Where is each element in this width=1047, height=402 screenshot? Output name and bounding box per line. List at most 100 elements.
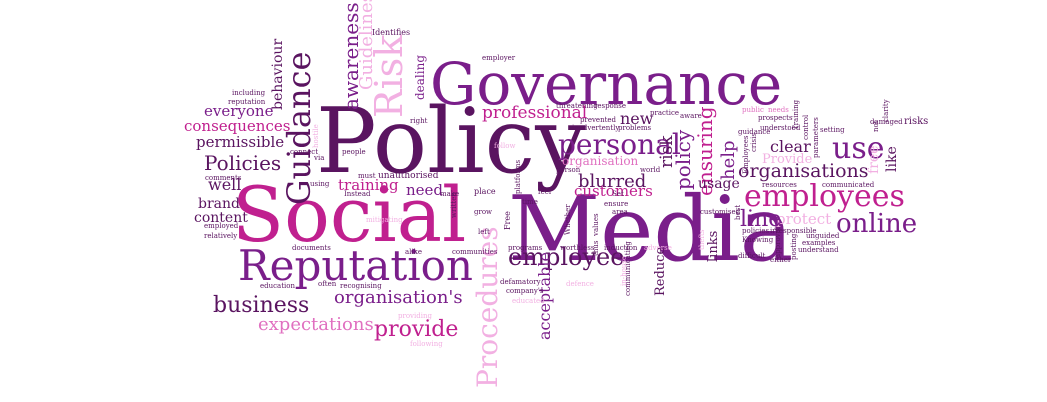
word-including: including: [232, 89, 266, 97]
word-documents: documents: [292, 244, 331, 252]
word-use: use: [832, 131, 884, 166]
word-need: need: [406, 181, 443, 199]
word-response: response: [594, 102, 626, 110]
word-understood: understood: [760, 124, 801, 132]
word-defamatory: defamatory: [500, 278, 541, 286]
word-like: like: [884, 146, 900, 172]
word-irresponsible: irresponsible: [770, 227, 817, 235]
word-examples: examples: [802, 239, 836, 247]
word-parameters: parameters: [812, 117, 820, 158]
word-hostile: hostile: [312, 124, 320, 148]
word-help: help: [718, 140, 739, 180]
word-world: world: [640, 166, 661, 174]
word-place: place: [474, 187, 496, 196]
word-training-cap: Training: [792, 99, 800, 130]
word-best: best: [734, 205, 742, 220]
word-approval: approval: [774, 226, 782, 258]
word-employed: employed: [204, 222, 239, 230]
word-either: either: [770, 256, 792, 264]
word-comments: comments: [205, 174, 242, 182]
word-customers: customers: [574, 182, 653, 200]
word-feel: feel: [538, 188, 552, 196]
word-links: links: [706, 231, 721, 262]
word-clarity: clarity: [882, 99, 890, 122]
word-in-house: in-house: [620, 256, 628, 286]
word-policy-small: policy: [671, 129, 695, 190]
word-values: values: [592, 213, 600, 237]
word-guidelines-cap: Guidelines: [356, 0, 377, 90]
word-crisis: crisis: [750, 133, 758, 152]
word-usage: usage: [698, 176, 740, 192]
word-business: business: [213, 293, 309, 318]
word-make: make: [440, 190, 459, 198]
word-media: Media: [508, 177, 793, 282]
word-training: training: [338, 176, 399, 194]
word-person: person: [556, 166, 581, 174]
word-via: via: [313, 154, 324, 162]
word-relatively: relatively: [204, 232, 237, 240]
word-following: following: [410, 340, 443, 348]
word-time: time: [522, 198, 538, 206]
word-mitigating: mitigating: [366, 216, 403, 224]
word-professional: professional: [482, 103, 587, 123]
word-unauthorised: unauthorised: [378, 171, 439, 181]
word-online: online: [836, 209, 917, 239]
word-set: Set: [612, 190, 624, 198]
word-permissible: permissible: [196, 133, 284, 151]
word-risk: Risk: [367, 34, 411, 118]
word-awareness: awareness: [339, 2, 363, 110]
word-understand: understand: [798, 246, 839, 254]
word-policies-small: policies: [742, 227, 769, 235]
word-not: not: [872, 120, 880, 132]
word-instead: Instead: [344, 190, 371, 198]
word-content: content: [194, 210, 248, 226]
word-free-cap: Free: [503, 211, 512, 230]
word-customised: customised: [700, 208, 741, 216]
word-induction: induction: [604, 244, 638, 252]
word-grow: grow: [474, 208, 492, 216]
word-organisations-apos: organisation's: [334, 287, 463, 308]
word-adverse: adverse: [644, 244, 672, 252]
word-problems: problems: [618, 124, 652, 132]
word-inadvertently: inadvertently: [572, 124, 619, 132]
word-area: area: [612, 208, 628, 216]
word-clear: clear: [770, 137, 811, 156]
word-unguided: unguided: [806, 232, 840, 240]
word-reputation-small: reputation: [228, 98, 266, 106]
word-follow: follow: [494, 142, 516, 150]
word-left: left: [478, 228, 490, 236]
word-well: well: [208, 175, 241, 194]
word-public: public: [742, 106, 764, 114]
word-practice: practice: [650, 109, 679, 117]
word-threatening: threatening: [556, 102, 598, 110]
word-control: control: [802, 114, 810, 140]
word-organisation: organisation: [562, 154, 639, 168]
word-employer: employer: [482, 54, 516, 62]
word-dealing: dealing: [413, 55, 427, 100]
word-guidance-small: guidance: [738, 128, 770, 136]
word-free: free: [866, 146, 882, 174]
word-employees-small: Employees: [742, 135, 750, 174]
word-education: education: [260, 282, 295, 290]
word-behaviour: behaviour: [270, 39, 286, 110]
word-cloud-words: Social Media Policy Governance Reputatio…: [184, 0, 928, 388]
word-communicated: communicated: [822, 181, 875, 189]
word-personal: personal: [558, 128, 681, 161]
word-risks: risks: [904, 116, 928, 127]
word-organisations: organisations: [738, 160, 869, 182]
word-policies: Policies: [204, 151, 281, 175]
word-social: Social: [232, 170, 466, 259]
word-identifies: Identifies: [372, 28, 410, 37]
word-educated: educated: [512, 297, 545, 305]
word-aware: aware: [680, 112, 702, 120]
word-provide: provide: [374, 317, 458, 342]
word-recognising: recognising: [340, 282, 382, 290]
word-protect: protect: [776, 210, 831, 228]
word-acceptable: acceptable: [535, 252, 554, 340]
word-resources: resources: [762, 181, 797, 189]
word-new: new: [620, 109, 654, 128]
word-programs: programs: [508, 244, 543, 252]
word-people: people: [342, 148, 366, 156]
word-using: using: [310, 180, 330, 188]
